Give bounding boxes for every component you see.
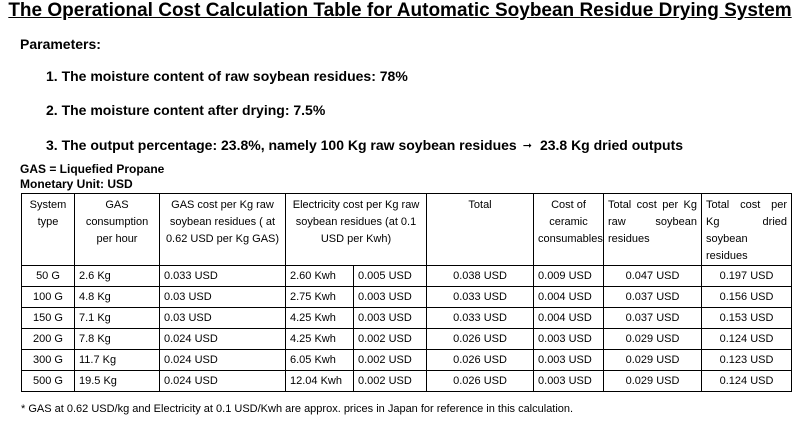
cell-ceramic-cost: 0.003 USD xyxy=(533,349,605,371)
cell-total: 0.033 USD xyxy=(426,307,535,329)
page-title: The Operational Cost Calculation Table f… xyxy=(8,0,792,21)
table-header-row: System type GAS consumption per hour GAS… xyxy=(21,193,793,266)
header-total: Total xyxy=(426,193,535,266)
cell-total: 0.038 USD xyxy=(426,265,535,287)
cell-electricity-cost: 0.002 USD xyxy=(352,328,428,350)
table-row: 50 G 2.6 Kg 0.033 USD 2.60 Kwh 0.005 USD 0.03… xyxy=(21,265,793,287)
cell-electricity-cost: 0.002 USD xyxy=(352,370,428,392)
cell-gas-consumption: 7.8 Kg xyxy=(74,328,160,350)
cell-gas-cost: 0.03 USD xyxy=(159,307,286,329)
parameters-heading: Parameters: xyxy=(20,36,101,52)
cell-total-dried: 0.124 USD xyxy=(701,370,793,392)
cost-table: System type GAS consumption per hour GAS… xyxy=(21,193,793,392)
header-total-raw: Total cost per Kg raw soybean residues xyxy=(603,193,703,266)
cell-total: 0.026 USD xyxy=(426,349,535,371)
cell-ceramic-cost: 0.003 USD xyxy=(533,328,605,350)
cell-gas-consumption: 4.8 Kg xyxy=(74,286,160,308)
cell-total: 0.033 USD xyxy=(426,286,535,308)
header-ceramic-cost: Cost of ceramic consumables xyxy=(533,193,605,266)
cell-electricity-kwh: 12.04 Kwh xyxy=(285,370,354,392)
header-electricity-cost: Electricity cost per Kg raw soybean resi… xyxy=(284,193,428,266)
cell-system-type: 50 G xyxy=(21,265,75,287)
cell-total-raw: 0.037 USD xyxy=(603,307,703,329)
cell-total-raw: 0.029 USD xyxy=(603,370,703,392)
cell-system-type: 500 G xyxy=(21,370,75,392)
cell-gas-cost: 0.024 USD xyxy=(159,349,286,371)
cell-gas-consumption: 19.5 Kg xyxy=(74,370,160,392)
parameter-output-percentage: 3. The output percentage: 23.8%, namely … xyxy=(46,137,683,153)
table-row: 500 G 19.5 Kg 0.024 USD 12.04 Kwh 0.002 USD 0… xyxy=(21,370,793,392)
table-row: 150 G 7.1 Kg 0.03 USD 4.25 Kwh 0.003 USD 0.03… xyxy=(21,307,793,329)
cell-ceramic-cost: 0.009 USD xyxy=(533,265,605,287)
cell-electricity-cost: 0.002 USD xyxy=(352,349,428,371)
cell-total-dried: 0.156 USD xyxy=(701,286,793,308)
cell-total-raw: 0.037 USD xyxy=(603,286,703,308)
cell-gas-cost: 0.024 USD xyxy=(159,370,286,392)
cell-electricity-cost: 0.003 USD xyxy=(352,286,428,308)
cell-gas-cost: 0.033 USD xyxy=(159,265,286,287)
header-gas-cost: GAS cost per Kg raw soybean residues ( a… xyxy=(159,193,286,266)
gas-definition-note: GAS = Liquefied Propane xyxy=(20,162,165,176)
cell-total-raw: 0.047 USD xyxy=(603,265,703,287)
table-row: 100 G 4.8 Kg 0.03 USD 2.75 Kwh 0.003 USD 0.03… xyxy=(21,286,793,308)
footnote: * GAS at 0.62 USD/kg and Electricity at … xyxy=(21,403,574,415)
cell-total-dried: 0.123 USD xyxy=(701,349,793,371)
cell-total-raw: 0.029 USD xyxy=(603,328,703,350)
cell-electricity-cost: 0.003 USD xyxy=(352,307,428,329)
cell-system-type: 300 G xyxy=(21,349,75,371)
cell-electricity-kwh: 4.25 Kwh xyxy=(285,328,354,350)
cell-electricity-kwh: 4.25 Kwh xyxy=(285,307,354,329)
cell-gas-cost: 0.024 USD xyxy=(159,328,286,350)
currency-note: Monetary Unit: USD xyxy=(20,177,133,191)
cell-electricity-kwh: 6.05 Kwh xyxy=(285,349,354,371)
cell-total-dried: 0.124 USD xyxy=(701,328,793,350)
right-arrow-icon: ➞ xyxy=(522,140,532,152)
parameter-output-text: 3. The output percentage: 23.8%, namely … xyxy=(46,137,517,153)
parameter-moisture-raw: 1. The moisture content of raw soybean r… xyxy=(46,68,408,84)
cell-electricity-cost: 0.005 USD xyxy=(352,265,428,287)
cell-ceramic-cost: 0.004 USD xyxy=(533,286,605,308)
cell-gas-consumption: 2.6 Kg xyxy=(74,265,160,287)
header-system-type: System type xyxy=(21,193,75,266)
cell-total: 0.026 USD xyxy=(426,370,535,392)
cell-total-dried: 0.197 USD xyxy=(701,265,793,287)
header-gas-consumption: GAS consumption per hour xyxy=(74,193,160,266)
parameter-output-result: 23.8 Kg dried outputs xyxy=(539,137,684,153)
cell-gas-consumption: 7.1 Kg xyxy=(74,307,160,329)
cell-system-type: 200 G xyxy=(21,328,75,350)
cell-gas-cost: 0.03 USD xyxy=(159,286,286,308)
table-row: 300 G 11.7 Kg 0.024 USD 6.05 Kwh 0.002 USD 0.… xyxy=(21,349,793,371)
cell-total-raw: 0.029 USD xyxy=(603,349,703,371)
cell-ceramic-cost: 0.004 USD xyxy=(533,307,605,329)
header-total-dried: Total cost per Kg dried soybean residues xyxy=(701,193,793,266)
parameter-moisture-dried: 2. The moisture content after drying: 7.… xyxy=(46,102,326,118)
cell-system-type: 150 G xyxy=(21,307,75,329)
cell-total-dried: 0.153 USD xyxy=(701,307,793,329)
cell-system-type: 100 G xyxy=(21,286,75,308)
cell-total: 0.026 USD xyxy=(426,328,535,350)
cell-electricity-kwh: 2.75 Kwh xyxy=(285,286,354,308)
cell-ceramic-cost: 0.003 USD xyxy=(533,370,605,392)
table-row: 200 G 7.8 Kg 0.024 USD 4.25 Kwh 0.002 USD 0.0… xyxy=(21,328,793,350)
cell-gas-consumption: 11.7 Kg xyxy=(74,349,160,371)
cell-electricity-kwh: 2.60 Kwh xyxy=(285,265,354,287)
